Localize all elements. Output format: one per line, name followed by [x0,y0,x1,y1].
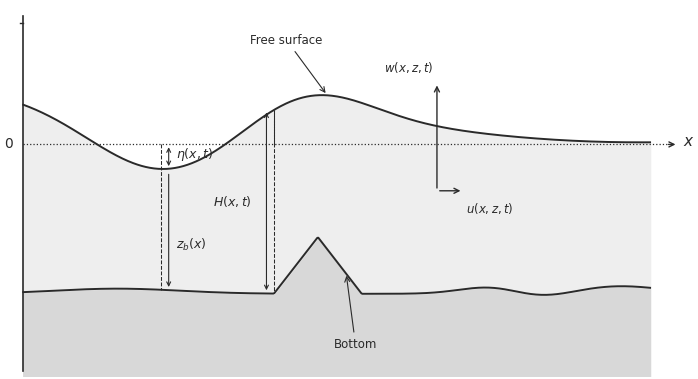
Text: $H(x,t)$: $H(x,t)$ [213,194,252,209]
Text: $0$: $0$ [4,138,14,152]
Text: $x$: $x$ [683,134,695,149]
Text: $\eta(x,t)$: $\eta(x,t)$ [176,146,214,163]
Text: $z_b(x)$: $z_b(x)$ [176,237,207,253]
Text: Bottom: Bottom [334,277,377,351]
Text: Free surface: Free surface [251,34,325,92]
Text: $u(x,z,t)$: $u(x,z,t)$ [466,201,514,216]
Text: $w(x,z,t)$: $w(x,z,t)$ [384,60,434,75]
